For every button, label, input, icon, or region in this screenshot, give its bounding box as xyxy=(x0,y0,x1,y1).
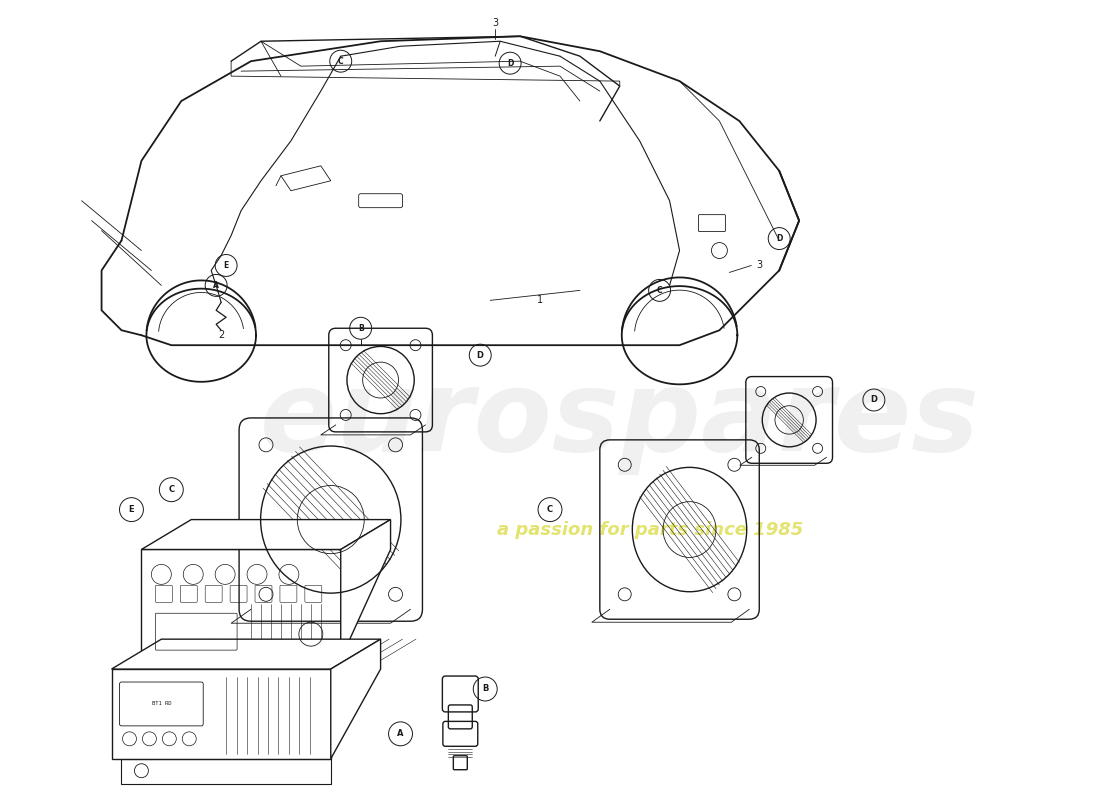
Text: B: B xyxy=(482,685,488,694)
Text: A: A xyxy=(213,281,219,290)
Text: 3: 3 xyxy=(756,261,762,270)
Polygon shape xyxy=(341,519,390,659)
Text: a passion for parts since 1985: a passion for parts since 1985 xyxy=(496,521,803,538)
Text: C: C xyxy=(657,286,662,295)
Text: eurospares: eurospares xyxy=(260,365,980,475)
Text: 1: 1 xyxy=(537,295,543,306)
Polygon shape xyxy=(142,519,390,550)
Text: C: C xyxy=(547,505,553,514)
Polygon shape xyxy=(331,639,381,758)
Text: D: D xyxy=(507,58,514,68)
Text: B: B xyxy=(358,324,363,333)
Text: C: C xyxy=(168,485,175,494)
Text: BT1 RD: BT1 RD xyxy=(152,702,172,706)
Text: C: C xyxy=(338,57,343,66)
Text: 2: 2 xyxy=(218,330,224,340)
Text: E: E xyxy=(129,505,134,514)
Text: 3: 3 xyxy=(492,18,498,28)
Polygon shape xyxy=(111,639,381,669)
Text: D: D xyxy=(776,234,782,243)
Text: A: A xyxy=(397,730,404,738)
Text: D: D xyxy=(870,395,878,405)
Text: E: E xyxy=(223,261,229,270)
Text: D: D xyxy=(476,350,484,360)
